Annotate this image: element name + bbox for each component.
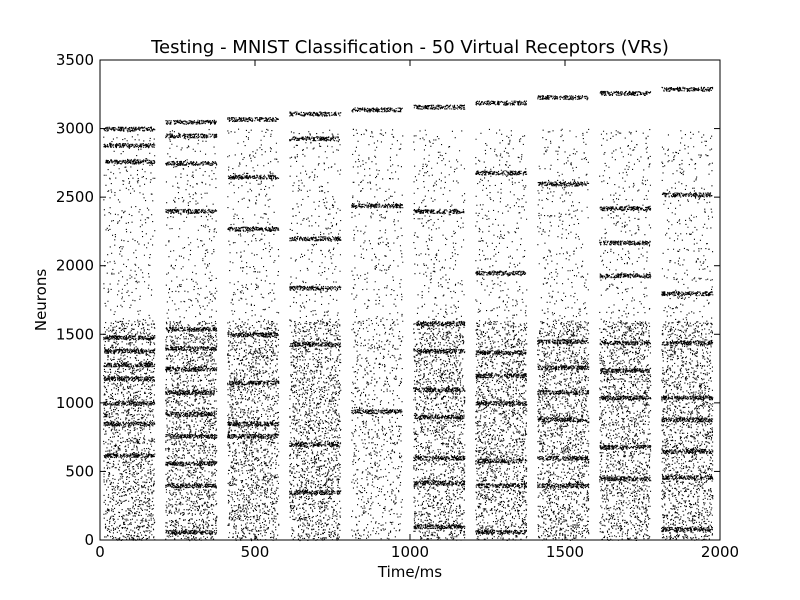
spike-points-layer bbox=[103, 86, 714, 542]
x-tick-label: 1000 bbox=[391, 543, 429, 561]
y-tick-label: 1000 bbox=[56, 394, 94, 412]
y-tick-label: 500 bbox=[65, 462, 94, 480]
x-axis-title: Time/ms bbox=[377, 563, 442, 581]
spike-points bbox=[103, 86, 714, 542]
y-tick-label: 2000 bbox=[56, 257, 94, 275]
chart-title: Testing - MNIST Classification - 50 Virt… bbox=[150, 37, 669, 58]
x-tick-label: 1500 bbox=[546, 543, 584, 561]
y-axis-title: Neurons bbox=[32, 269, 50, 331]
y-tick-label: 3500 bbox=[56, 51, 94, 69]
y-axis-ticks: 0 500 1000 1500 2000 2500 3000 3500 bbox=[56, 51, 720, 549]
x-axis-ticks: 0 500 1000 1500 2000 bbox=[95, 60, 739, 561]
x-tick-label: 0 bbox=[95, 543, 105, 561]
y-tick-label: 1500 bbox=[56, 325, 94, 343]
x-tick-label: 500 bbox=[241, 543, 270, 561]
y-tick-label: 2500 bbox=[56, 188, 94, 206]
y-tick-label: 3000 bbox=[56, 120, 94, 138]
y-tick-label: 0 bbox=[84, 531, 94, 549]
x-tick-label: 2000 bbox=[701, 543, 739, 561]
